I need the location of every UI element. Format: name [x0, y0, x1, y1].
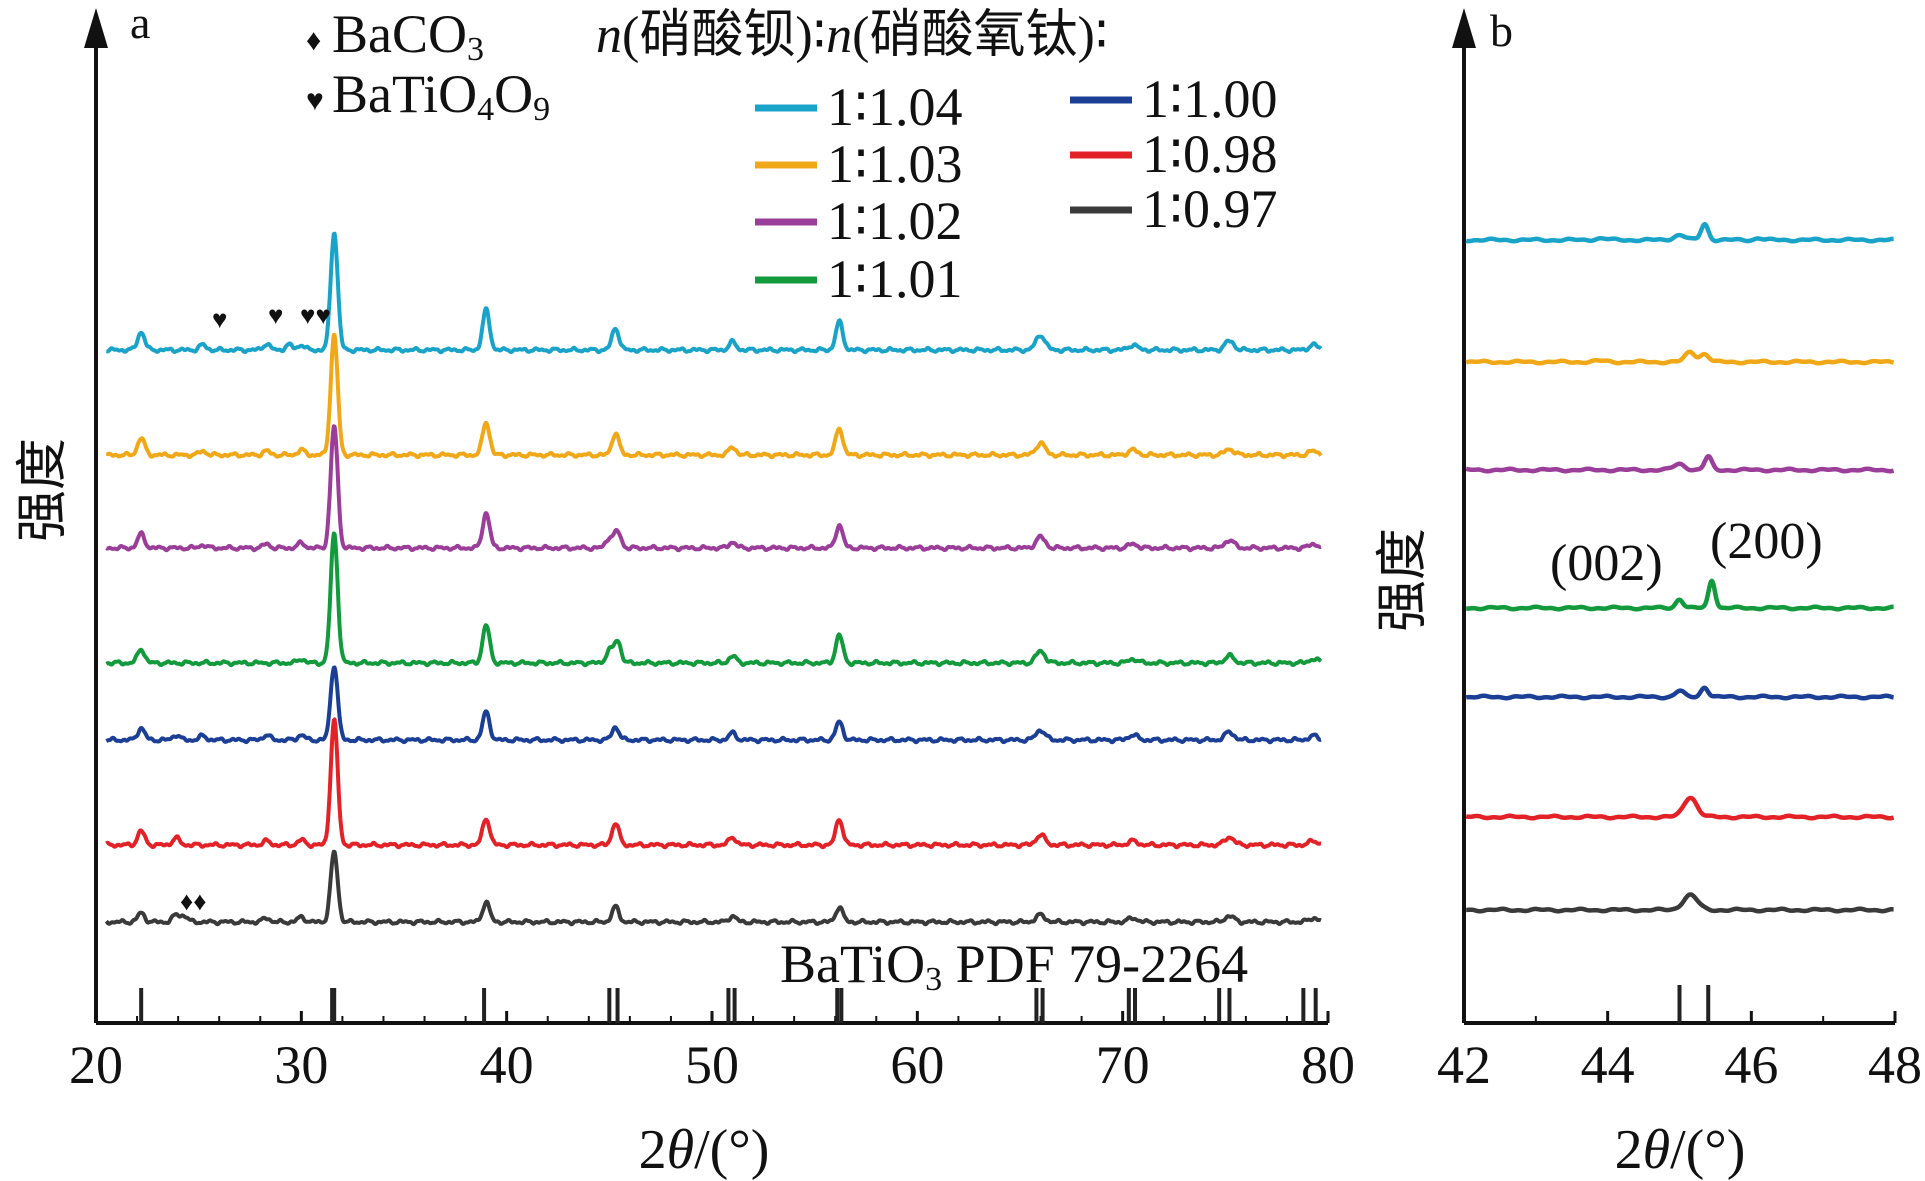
panel-a-tick-label: 70: [1096, 1035, 1150, 1095]
series-a-1097: [104, 849, 1323, 927]
panel-b-x-label: 2θ/(°): [1615, 1119, 1746, 1181]
panel-a-ticks: [94, 1011, 1330, 1023]
panel-b: b 42 44 46 48 2θ/(°) 强度 (002) (200): [1375, 5, 1922, 1181]
panel-b-y-axis-arrow: [1452, 8, 1476, 48]
phase-marker: ♥: [268, 301, 283, 330]
series-legend: 1∶1.041∶1.031∶1.021∶1.01 1∶1.001∶0.981∶0.…: [755, 69, 1278, 309]
panel-a-y-label: 强度: [15, 438, 72, 542]
series-a-1100: [105, 665, 1323, 745]
peak-label-200: (200): [1710, 513, 1823, 570]
reference-label: BaTiO3 PDF 79-2264: [780, 934, 1248, 998]
panel-a-annotations: ♥ ♥ ♥♥♦♦: [180, 301, 331, 916]
panel-a-x-label: 2θ/(°): [639, 1119, 770, 1181]
legend-label: 1∶1.04: [827, 77, 963, 137]
phase-marker: ♥♥: [300, 301, 331, 330]
panel-a-tick-label: 30: [274, 1035, 328, 1095]
panel-b-tick-label: 48: [1868, 1035, 1922, 1095]
panel-a-tick-label: 50: [685, 1035, 739, 1095]
series-a-1101: [105, 531, 1323, 668]
series-a-1102: [105, 424, 1323, 553]
series-b-1101: [1464, 578, 1896, 612]
series-a-1098: [105, 717, 1323, 850]
baco3-label: BaCO3: [332, 4, 484, 68]
panel-b-reference-lines: [1677, 985, 1711, 1023]
phase-legend: ♦ BaCO3 ♥ BaTiO4O9: [306, 4, 550, 128]
panel-a-reference-lines: [139, 988, 1318, 1023]
phase-marker: ♦♦: [180, 887, 207, 916]
legend-label: 1∶1.02: [827, 191, 963, 251]
series-b-1102: [1464, 453, 1896, 474]
panel-a-tick-label: 40: [480, 1035, 534, 1095]
panel-a-y-axis-arrow: [84, 8, 108, 48]
series-b-1098: [1464, 795, 1896, 821]
series-b-1097: [1464, 892, 1896, 914]
baco3-marker: ♦: [306, 24, 321, 57]
legend-label: 1∶1.00: [1142, 69, 1278, 129]
legend-label: 1∶0.98: [1142, 124, 1278, 184]
phase-marker: ♥: [212, 305, 227, 334]
panel-a-tick-label: 20: [69, 1035, 123, 1095]
panel-b-tick-label: 46: [1724, 1035, 1778, 1095]
panel-b-tick-label: 42: [1437, 1035, 1491, 1095]
series-b-1100: [1464, 685, 1896, 701]
panel-a-tick-label: 80: [1301, 1035, 1355, 1095]
panel-a-letter: a: [130, 0, 150, 48]
panel-a-tick-label: 60: [890, 1035, 944, 1095]
panel-b-ticks: [1462, 1011, 1897, 1023]
series-a-1104: [105, 231, 1323, 355]
panel-a-tick-labels: 20 30 40 50 60 70 80: [69, 1035, 1355, 1095]
series-a-1103: [105, 332, 1323, 460]
panel-a-series: [104, 231, 1323, 927]
panel-b-letter: b: [1490, 5, 1513, 56]
series-b-1103: [1464, 349, 1896, 366]
peak-label-002: (002): [1550, 535, 1663, 592]
legend-label: 1∶0.97: [1142, 179, 1278, 239]
panel-b-y-label: 强度: [1375, 528, 1432, 632]
series-b-1104: [1464, 221, 1896, 244]
panel-a: a 20 30 40 50 60 70 80 ♥ ♥ ♥♥♦♦ BaTiO3 PDF 79-22…: [15, 0, 1355, 1181]
panel-b-tick-labels: 42 44 46 48: [1437, 1035, 1922, 1095]
panel-b-series: [1464, 221, 1896, 914]
batio-label: BaTiO4O9: [332, 64, 550, 128]
legend-title: n(硝酸钡)∶n(硝酸氧钛)∶: [596, 7, 1108, 64]
legend-label: 1∶1.01: [827, 249, 963, 309]
panel-b-tick-label: 44: [1581, 1035, 1635, 1095]
legend-label: 1∶1.03: [827, 134, 963, 194]
batio-marker: ♥: [306, 84, 324, 117]
